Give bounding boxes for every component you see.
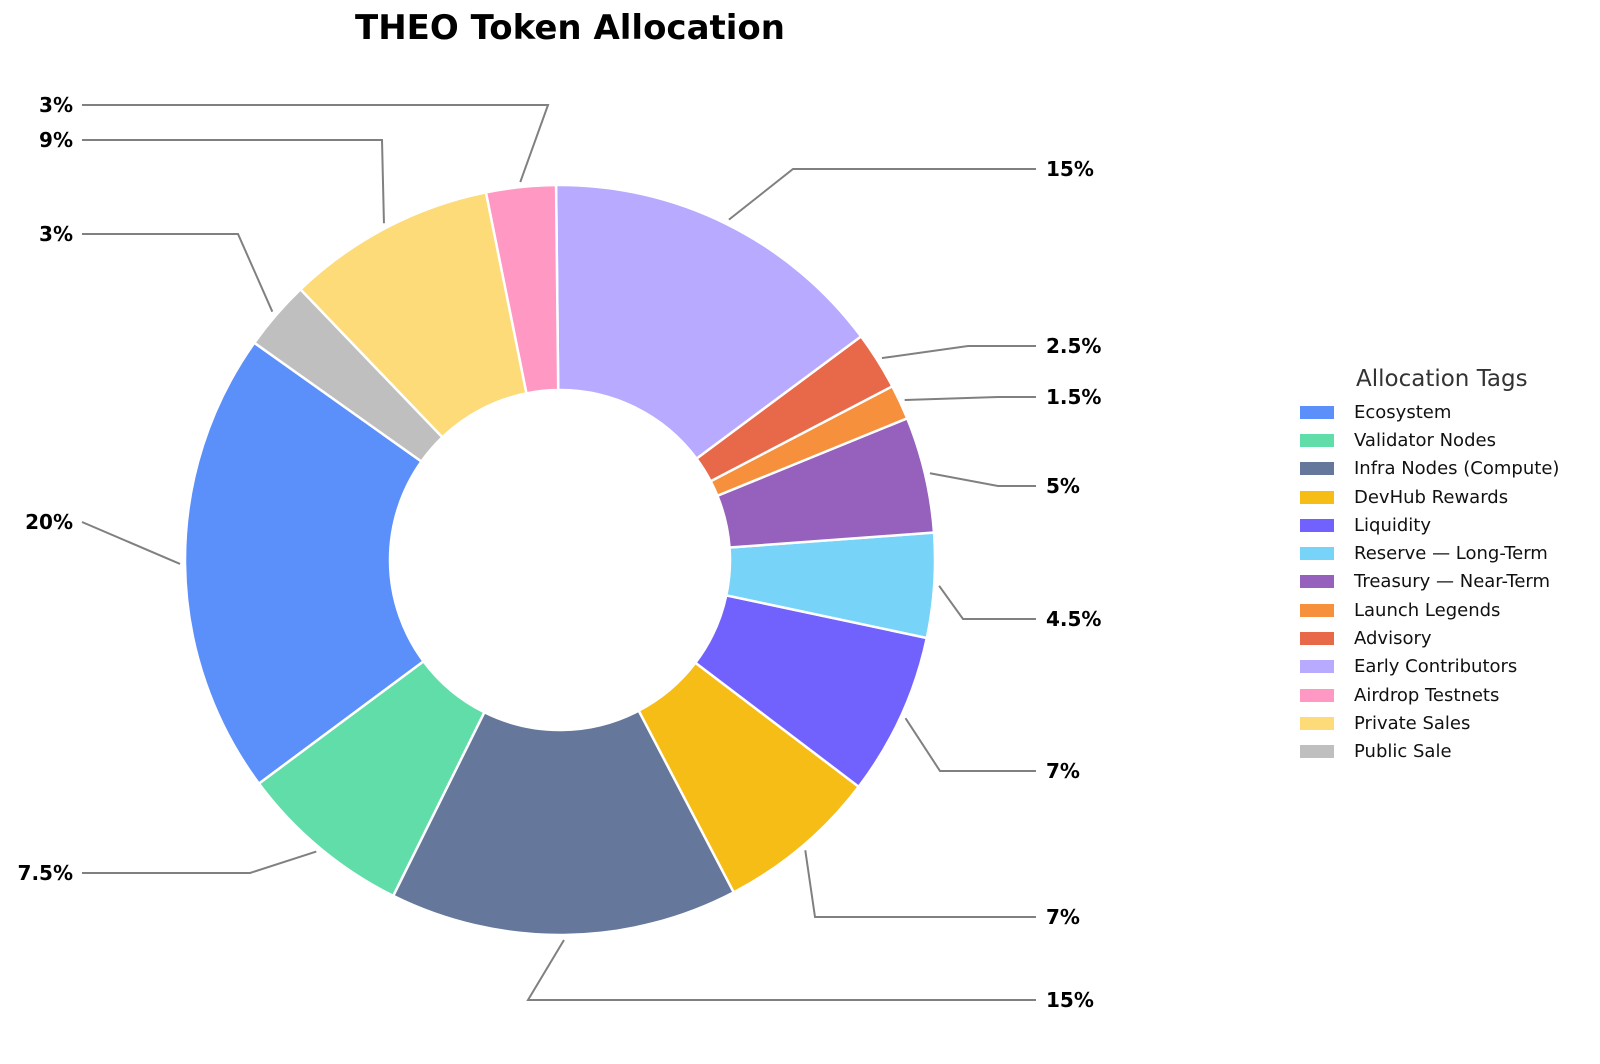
- pct-label: 1.5%: [1046, 385, 1101, 409]
- legend-label: Private Sales: [1354, 712, 1471, 734]
- leader-line: [82, 139, 385, 224]
- leader-line: [728, 168, 1036, 221]
- legend-label: Treasury — Near-Term: [1354, 571, 1551, 593]
- pct-label: 20%: [25, 510, 73, 534]
- legend-label: Airdrop Testnets: [1354, 684, 1500, 706]
- legend-label: DevHub Rewards: [1354, 486, 1509, 508]
- legend-swatch: [1300, 405, 1334, 419]
- legend-swatch: [1300, 745, 1334, 759]
- pct-label: 3%: [39, 93, 73, 117]
- legend-item: Liquidity: [1300, 511, 1559, 539]
- legend-swatch: [1300, 688, 1334, 702]
- legend-swatch: [1300, 433, 1334, 447]
- slice-private-sales: [298, 190, 528, 440]
- pct-label: 15%: [1046, 157, 1094, 181]
- legend-item: Treasury — Near-Term: [1300, 568, 1559, 596]
- slices-group: [183, 183, 937, 937]
- legend-item: Private Sales: [1300, 709, 1559, 737]
- legend-item: Advisory: [1300, 624, 1559, 652]
- legend-label: Public Sale: [1354, 741, 1452, 763]
- legend-swatch: [1300, 547, 1334, 561]
- slice-early-contributors: [554, 183, 863, 461]
- slice-public-sale: [252, 287, 445, 464]
- leader-line: [81, 521, 181, 565]
- leader-line: [804, 850, 1036, 918]
- leader-line: [904, 717, 1036, 772]
- leader-line: [881, 345, 1036, 360]
- legend-swatch: [1300, 632, 1334, 646]
- leader-line: [526, 939, 1036, 1001]
- leader-line: [904, 396, 1036, 402]
- legend-label: Reserve — Long-Term: [1354, 543, 1548, 565]
- pct-label: 7%: [1046, 759, 1080, 783]
- legend-item: Early Contributors: [1300, 653, 1559, 681]
- legend-swatch: [1300, 575, 1334, 589]
- legend-item: Airdrop Testnets: [1300, 681, 1559, 709]
- legend-item: Infra Nodes (Compute): [1300, 455, 1559, 483]
- legend-swatch: [1300, 518, 1334, 532]
- pct-label: 7.5%: [18, 861, 73, 885]
- pct-label: 7%: [1046, 905, 1080, 929]
- slice-ecosystem: [183, 341, 426, 786]
- pct-label: 4.5%: [1046, 607, 1101, 631]
- legend-swatch: [1300, 660, 1334, 674]
- legend-swatch: [1300, 603, 1334, 617]
- pct-label: 9%: [39, 128, 73, 152]
- pct-label: 15%: [1046, 988, 1094, 1012]
- legend-item: Validator Nodes: [1300, 426, 1559, 454]
- legend-label: Advisory: [1354, 628, 1432, 650]
- legend-swatch: [1300, 716, 1334, 730]
- legend-item: Public Sale: [1300, 738, 1559, 766]
- leader-line: [938, 585, 1036, 620]
- legend-item: Launch Legends: [1300, 596, 1559, 624]
- legend-swatch: [1300, 462, 1334, 476]
- legend-label: Early Contributors: [1354, 656, 1518, 678]
- leader-line: [929, 472, 1036, 487]
- legend-title: Allocation Tags: [1356, 366, 1528, 392]
- pct-label: 5%: [1046, 474, 1080, 498]
- pct-label: 2.5%: [1046, 334, 1101, 358]
- legend-item: Ecosystem: [1300, 398, 1559, 426]
- legend-items: Ecosystem Validator Nodes Infra Nodes (Com…: [1300, 398, 1559, 766]
- chart-title: THEO Token Allocation: [355, 8, 785, 48]
- leader-line: [82, 850, 317, 874]
- slice-infra-nodes-compute: [391, 708, 736, 937]
- legend-swatch: [1300, 490, 1334, 504]
- legend-label: Infra Nodes (Compute): [1354, 458, 1560, 480]
- legend-label: Launch Legends: [1354, 599, 1501, 621]
- leader-line: [82, 104, 550, 183]
- legend-item: Reserve — Long-Term: [1300, 539, 1559, 567]
- legend-item: DevHub Rewards: [1300, 483, 1559, 511]
- leader-line: [82, 233, 274, 313]
- legend: Allocation Tags Ecosystem Validator Nodes…: [1300, 366, 1559, 766]
- leaders-group: [81, 104, 1036, 1001]
- donut-chart: 20% 7.5% 15% 7% 7% 4.5% 5% 1.5% 2.5% 15% 3% 9% 3%: [18, 93, 1102, 1012]
- legend-label: Liquidity: [1354, 514, 1432, 536]
- legend-label: Ecosystem: [1354, 401, 1452, 423]
- labels-group: 20% 7.5% 15% 7% 7% 4.5% 5% 1.5% 2.5% 15% 3% 9% 3%: [18, 93, 1102, 1012]
- legend-label: Validator Nodes: [1354, 429, 1496, 451]
- pct-label: 3%: [39, 222, 73, 246]
